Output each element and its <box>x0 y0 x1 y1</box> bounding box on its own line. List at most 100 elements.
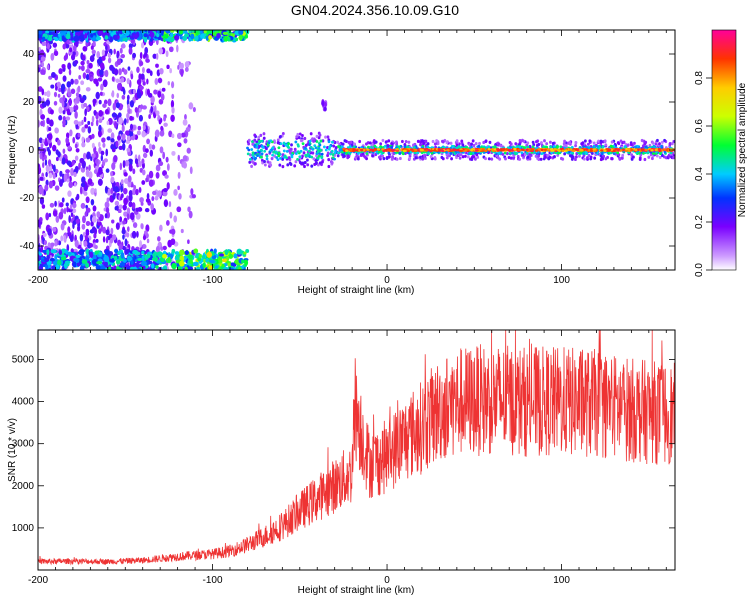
heatmap-cell <box>247 148 251 152</box>
heatmap-cell <box>221 258 228 263</box>
heatmap-cell <box>50 249 57 254</box>
heatmap-cell <box>568 140 572 145</box>
heatmap-cell <box>100 83 104 91</box>
heatmap-cell <box>123 172 128 177</box>
heatmap-cell <box>157 30 161 34</box>
heatmap-cell <box>55 149 59 155</box>
heatmap-cell <box>118 116 123 125</box>
heatmap-cell <box>132 188 137 196</box>
heatmap-cell <box>138 73 142 81</box>
heatmap-cell <box>600 149 604 152</box>
heatmap-cell <box>61 100 65 108</box>
heatmap-cell <box>85 169 90 178</box>
heatmap-cell <box>403 145 407 149</box>
heatmap-cell <box>67 251 72 256</box>
heatmap-cell <box>314 146 318 150</box>
heatmap-cell <box>330 149 334 153</box>
heatmap-cell <box>617 141 621 146</box>
heatmap-cell <box>455 139 459 143</box>
heatmap-cell <box>281 131 285 136</box>
heatmap-cell <box>123 211 128 217</box>
heatmap-cell <box>80 103 84 108</box>
heatmap-cell <box>662 148 667 151</box>
heatmap-cell <box>45 165 50 173</box>
heatmap-cell <box>419 155 422 159</box>
heatmap-cell <box>83 191 88 196</box>
heatmap-cell <box>120 179 124 185</box>
heatmap-cell <box>44 91 48 96</box>
heatmap-cell <box>582 157 586 161</box>
heatmap-cell <box>96 211 101 218</box>
heatmap-cell <box>52 42 58 48</box>
heatmap-cell <box>537 154 540 158</box>
heatmap-cell <box>78 258 83 265</box>
heatmap-cell <box>537 148 541 151</box>
heatmap-cell <box>104 213 108 219</box>
heatmap-cell <box>120 193 124 199</box>
heatmap-cell <box>488 140 492 144</box>
heatmap-cell <box>612 149 616 153</box>
heatmap-cell <box>310 164 314 168</box>
heatmap-cell <box>171 248 176 254</box>
heatmap-cell <box>261 146 265 149</box>
heatmap-cell <box>91 153 96 159</box>
heatmap-cell <box>507 155 511 160</box>
heatmap-cell <box>52 144 57 152</box>
heatmap-cell <box>68 215 71 224</box>
heatmap-cell <box>424 149 429 152</box>
heatmap-cell <box>70 78 74 85</box>
heatmap-cell <box>452 148 457 151</box>
heatmap-cell <box>323 101 327 107</box>
heatmap-cell <box>84 234 88 241</box>
heatmap-cell <box>618 156 621 160</box>
heatmap-cell <box>471 147 475 151</box>
heatmap-cell <box>127 256 133 262</box>
heatmap-cell <box>155 164 161 172</box>
heatmap-cell <box>75 218 80 224</box>
heatmap-cell <box>297 144 300 148</box>
heatmap-cell <box>71 159 75 166</box>
heatmap-cell <box>116 50 120 57</box>
heatmap-cell <box>141 250 145 255</box>
heatmap-cell <box>193 35 199 42</box>
heatmap-cell <box>68 68 72 76</box>
heatmap-cell <box>221 263 225 267</box>
heatmap-cell <box>41 61 45 68</box>
heatmap-cell <box>640 148 644 151</box>
heatmap-cell <box>321 100 325 106</box>
heatmap-cell <box>79 234 84 242</box>
heatmap-cell <box>587 153 591 158</box>
heatmap-cell <box>416 139 420 143</box>
heatmap-cell <box>106 136 111 141</box>
heatmap-cell <box>559 145 563 149</box>
heatmap-cell <box>165 156 169 163</box>
heatmap-cell <box>572 149 576 152</box>
heatmap-cell <box>622 140 626 144</box>
heatmap-cell <box>504 157 507 161</box>
heatmap-cell <box>296 150 300 154</box>
heatmap-cell <box>574 144 577 148</box>
heatmap-cell <box>48 172 53 179</box>
heatmap-cell <box>82 152 87 160</box>
heatmap-cell <box>127 66 131 71</box>
heatmap-cell <box>530 148 535 151</box>
heatmap-cell <box>650 149 654 152</box>
heatmap-cell <box>549 148 553 151</box>
heatmap-cell <box>345 149 349 152</box>
heatmap-cell <box>250 148 254 151</box>
snr-xtick-label: 0 <box>384 575 390 586</box>
heatmap-cell <box>46 42 50 50</box>
heatmap-cell <box>289 147 293 151</box>
heatmap-cell <box>101 137 106 143</box>
heatmap-cell <box>200 33 205 39</box>
heatmap-cell <box>72 202 77 209</box>
heatmap-cell <box>107 52 111 58</box>
heatmap-cell <box>163 187 168 193</box>
heatmap-cell <box>634 148 638 152</box>
heatmap-cell <box>553 155 556 159</box>
heatmap-cell <box>474 149 479 152</box>
heatmap-cell <box>111 76 115 82</box>
heatmap-cell <box>69 32 74 38</box>
heatmap-cell <box>40 143 44 148</box>
